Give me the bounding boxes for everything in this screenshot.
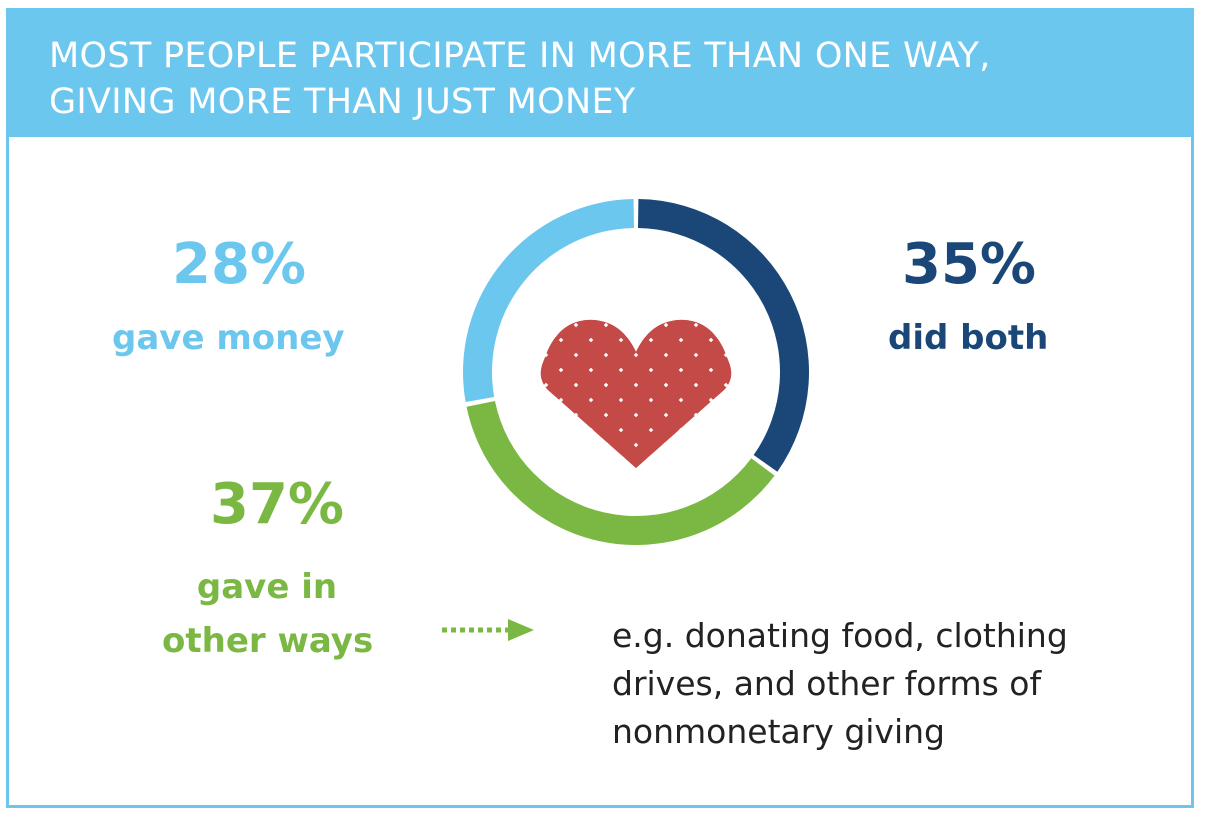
infographic-frame: MOST PEOPLE PARTICIPATE IN MORE THAN ONE… bbox=[6, 8, 1194, 808]
header-banner: MOST PEOPLE PARTICIPATE IN MORE THAN ONE… bbox=[9, 11, 1191, 137]
both-percent-label: 35% bbox=[902, 232, 1037, 297]
donut-slice-other bbox=[466, 400, 775, 546]
other-category-label-line-2: other ways bbox=[162, 621, 374, 661]
other-category-label: gave in other ways bbox=[162, 560, 374, 668]
chart-title-line-2: GIVING MORE THAN JUST MONEY bbox=[49, 82, 636, 122]
money-percent-label: 28% bbox=[172, 232, 307, 297]
both-category-label: did both bbox=[888, 318, 1049, 358]
nonmonetary-examples-note: e.g. donating food, clothing drives, and… bbox=[612, 612, 1152, 756]
donut-segments bbox=[463, 199, 809, 546]
other-category-label-line-1: gave in bbox=[196, 567, 338, 607]
note-line-1: e.g. donating food, clothing bbox=[612, 616, 1068, 655]
note-line-3: nonmonetary giving bbox=[612, 712, 945, 751]
chart-title: MOST PEOPLE PARTICIPATE IN MORE THAN ONE… bbox=[49, 33, 991, 125]
note-line-2: drives, and other forms of bbox=[612, 664, 1042, 703]
chart-title-line-1: MOST PEOPLE PARTICIPATE IN MORE THAN ONE… bbox=[49, 36, 991, 76]
dotted-arrow-icon bbox=[442, 619, 534, 641]
donut-slice-money bbox=[463, 199, 634, 403]
donut-slice-both bbox=[638, 199, 809, 472]
other-percent-label: 37% bbox=[210, 472, 345, 537]
money-category-label: gave money bbox=[112, 318, 345, 358]
